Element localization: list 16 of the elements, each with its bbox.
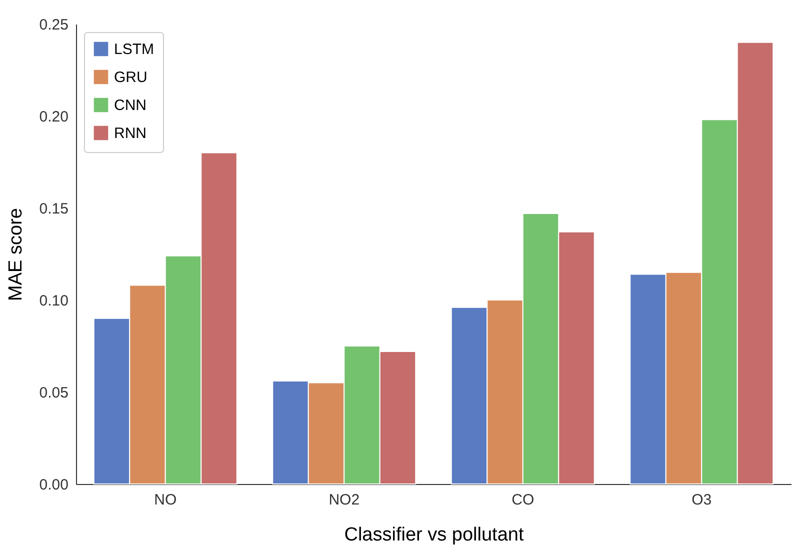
y-tick-label: 0.25 <box>39 16 68 34</box>
x-tick-label: CO <box>512 492 534 508</box>
y-tick-label: 0.05 <box>39 384 68 402</box>
legend-label: LSTM <box>114 41 154 58</box>
y-axis-title: MAE score <box>5 208 26 301</box>
y-tick-label: 0.20 <box>39 108 68 126</box>
x-tick-label: NO2 <box>328 492 360 508</box>
y-tick-label: 0.00 <box>39 476 68 494</box>
legend-label: RNN <box>114 125 146 142</box>
legend-label: CNN <box>114 97 146 114</box>
y-tick-label: 0.10 <box>39 292 68 310</box>
x-tick-label: O3 <box>692 492 712 508</box>
legend-label: GRU <box>114 69 148 86</box>
y-tick-label: 0.15 <box>39 200 68 218</box>
x-tick-label: NO <box>154 492 177 508</box>
x-axis-title: Classifier vs pollutant <box>344 524 524 546</box>
